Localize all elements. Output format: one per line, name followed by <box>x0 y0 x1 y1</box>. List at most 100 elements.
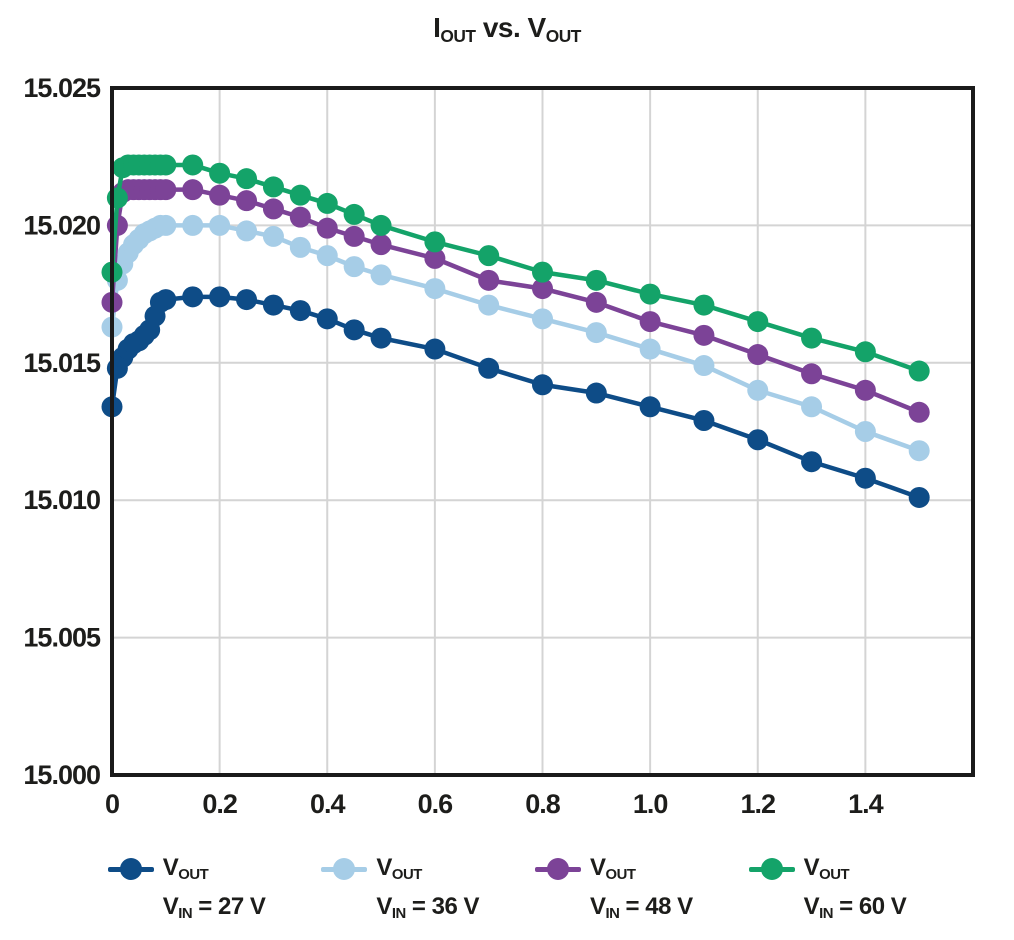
legend-label: VOUT VIN = 27 V <box>162 854 266 923</box>
chart-legend: VOUT VIN = 27 V VOUT VIN = 36 V VOUT VIN… <box>0 852 1014 930</box>
data-point-marker <box>908 486 930 508</box>
data-point-marker <box>370 234 392 256</box>
data-point-marker <box>747 311 769 333</box>
data-point-marker <box>182 154 204 176</box>
data-point-marker <box>370 214 392 236</box>
data-point-marker <box>585 269 607 291</box>
series-marker-icon <box>107 858 154 880</box>
legend-item-vin-36: VOUT VIN = 36 V <box>321 852 480 930</box>
x-tick-label: 0.8 <box>525 789 561 819</box>
series-marker-icon <box>321 858 368 880</box>
data-point-marker <box>532 374 553 396</box>
data-point-marker <box>532 278 553 300</box>
data-point-marker <box>478 357 500 379</box>
data-point-marker <box>801 363 823 385</box>
data-point-marker <box>155 179 177 201</box>
data-point-marker <box>155 289 177 311</box>
data-point-marker <box>155 214 177 236</box>
data-point-marker <box>316 308 338 330</box>
legend-item-vin-27: VOUT VIN = 27 V <box>107 852 266 930</box>
data-point-marker <box>747 344 769 366</box>
data-point-marker <box>801 451 823 473</box>
data-point-marker <box>801 327 823 349</box>
data-point-marker <box>478 294 500 316</box>
y-axis-tick-labels: 15.000 15.005 15.010 15.015 15.020 15.025 <box>23 73 102 790</box>
data-point-marker <box>343 256 365 278</box>
title-subscript: OUT <box>545 25 582 46</box>
data-point-marker <box>854 379 876 401</box>
chart-title: IOUT vs. VOUT <box>0 12 1014 47</box>
series-vin-48 <box>101 179 930 423</box>
x-tick-label: 1.0 <box>633 789 668 819</box>
data-point-marker <box>478 269 500 291</box>
data-point-marker <box>693 294 715 316</box>
data-point-marker <box>236 190 258 212</box>
x-tick-label: 0.6 <box>418 789 454 819</box>
data-point-marker <box>236 220 258 242</box>
title-part: vs. <box>475 12 528 43</box>
legend-item-vin-48: VOUT VIN = 48 V <box>535 852 693 930</box>
x-tick-label: 1.4 <box>848 789 884 819</box>
data-point-marker <box>639 396 661 418</box>
data-point-marker <box>532 261 553 283</box>
legend-label: VOUT VIN = 48 V <box>590 854 693 923</box>
data-point-marker <box>424 231 446 253</box>
data-point-marker <box>639 311 661 333</box>
data-point-marker <box>289 300 311 322</box>
data-point-marker <box>854 421 876 442</box>
data-point-marker <box>343 225 365 247</box>
data-point-marker <box>639 283 661 305</box>
x-tick-label: 0.2 <box>202 789 237 819</box>
data-point-marker <box>289 184 311 206</box>
data-point-marker <box>585 382 607 404</box>
data-point-marker <box>854 467 876 489</box>
data-point-marker <box>182 179 204 201</box>
data-point-marker <box>908 360 930 382</box>
data-point-marker <box>209 286 231 308</box>
data-point-marker <box>316 192 338 214</box>
data-point-marker <box>236 168 258 190</box>
series-vin-60 <box>101 154 930 382</box>
plot-border <box>110 86 975 777</box>
data-point-marker <box>693 355 715 377</box>
title-subscript: OUT <box>440 25 476 46</box>
data-point-marker <box>908 440 930 462</box>
data-point-marker <box>693 410 715 432</box>
title-part: V <box>527 12 547 43</box>
data-point-marker <box>343 319 365 341</box>
data-point-marker <box>262 198 284 220</box>
data-point-marker <box>262 225 284 247</box>
data-point-marker <box>478 245 500 267</box>
data-point-marker <box>182 214 204 236</box>
data-point-marker <box>262 176 284 198</box>
data-point-marker <box>908 401 930 423</box>
y-tick-label: 15.005 <box>23 623 101 653</box>
y-tick-label: 15.015 <box>23 348 101 378</box>
data-point-marker <box>585 291 607 313</box>
title-part: I <box>433 12 441 43</box>
series-marker-icon <box>535 858 581 880</box>
data-point-marker <box>747 379 769 401</box>
data-point-marker <box>585 322 607 344</box>
legend-item-vin-60: VOUT VIN = 60 V <box>748 852 907 930</box>
data-point-marker <box>262 294 284 316</box>
data-point-marker <box>370 327 392 349</box>
data-point-marker <box>316 217 338 239</box>
data-point-marker <box>747 429 769 451</box>
x-tick-label: 1.2 <box>740 789 775 819</box>
data-point-marker <box>209 214 231 236</box>
data-point-marker <box>155 154 177 176</box>
data-point-marker <box>639 338 661 360</box>
data-point-marker <box>182 286 204 308</box>
y-tick-label: 15.020 <box>23 210 100 240</box>
series-vin-27 <box>101 286 930 508</box>
x-axis-tick-labels: 0 0.2 0.4 0.6 0.8 1.0 1.2 1.4 <box>105 789 885 819</box>
data-point-marker <box>424 247 446 269</box>
data-point-marker <box>370 264 392 286</box>
data-point-marker <box>343 203 365 225</box>
x-tick-label: 0.4 <box>310 789 346 819</box>
y-tick-label: 15.000 <box>23 760 100 790</box>
data-point-marker <box>289 236 311 258</box>
data-point-marker <box>236 289 258 311</box>
